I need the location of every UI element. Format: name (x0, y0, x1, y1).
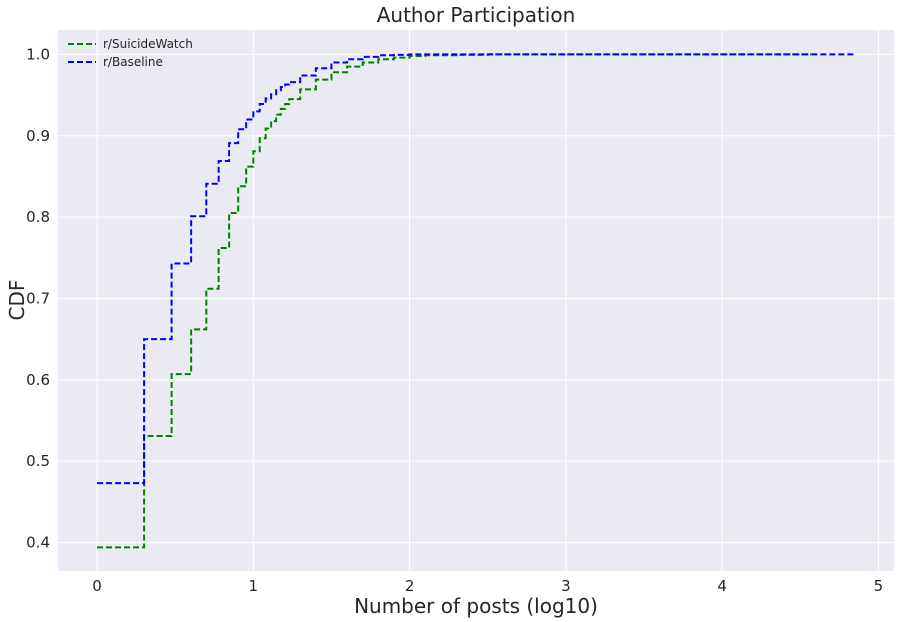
x-tick-label: 0 (92, 577, 102, 595)
x-axis-label: Number of posts (log10) (354, 594, 598, 618)
x-tick-label: 5 (874, 577, 884, 595)
y-tick-label: 0.6 (26, 371, 50, 389)
grid (58, 30, 894, 571)
x-tick-label: 4 (717, 577, 727, 595)
legend-label-suicidewatch: r/SuicideWatch (103, 37, 193, 51)
x-tick-label: 1 (249, 577, 259, 595)
y-axis-label: CDF (5, 280, 29, 321)
y-tick-label: 0.5 (26, 452, 50, 470)
x-tick-label: 2 (405, 577, 415, 595)
series-layer (97, 53, 855, 549)
y-tick-label: 1.0 (26, 45, 50, 63)
y-tick-label: 0.8 (26, 208, 50, 226)
x-tick-label: 3 (561, 577, 571, 595)
plot-background (58, 30, 894, 571)
legend-label-baseline: r/Baseline (103, 55, 163, 69)
y-tick-label: 0.9 (26, 127, 50, 145)
series-line-r-suicidewatch (97, 53, 812, 549)
tick-labels: 0 1 2 3 4 5 0.4 0.5 0.6 0.7 0.8 0.9 1.0 (26, 45, 883, 595)
legend: r/SuicideWatch r/Baseline (68, 37, 193, 69)
y-tick-label: 0.4 (26, 534, 50, 552)
chart-title: Author Participation (377, 3, 576, 27)
series-line-r-baseline (97, 53, 855, 485)
y-tick-label: 0.7 (26, 289, 50, 307)
